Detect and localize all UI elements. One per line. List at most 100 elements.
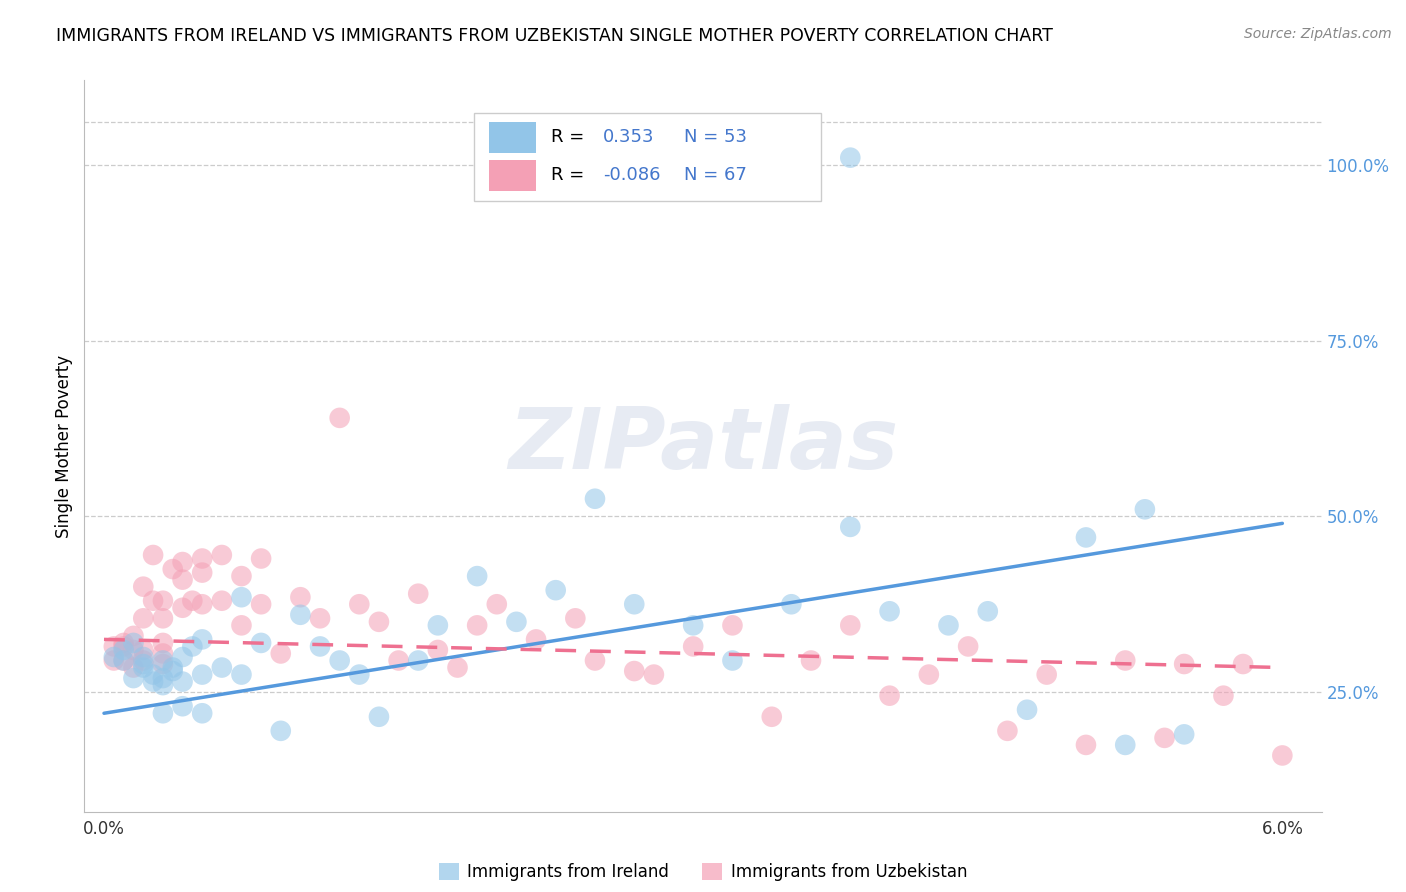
Point [349, 667, 371, 681]
Point [152, 657, 174, 671]
Point [1074, 530, 1097, 544]
Point [583, 653, 606, 667]
Point [426, 643, 449, 657]
Point [1212, 689, 1234, 703]
Point [103, 650, 125, 665]
Point [103, 640, 125, 654]
Point [132, 643, 155, 657]
Text: -0.086: -0.086 [603, 167, 661, 185]
Point [290, 607, 312, 622]
Point [623, 664, 645, 678]
Point [122, 643, 145, 657]
Point [132, 657, 155, 671]
Point [172, 650, 194, 665]
Point [142, 593, 165, 607]
Point [623, 597, 645, 611]
Point [152, 653, 174, 667]
Point [839, 151, 862, 165]
Point [1133, 502, 1156, 516]
Point [112, 653, 135, 667]
Point [112, 653, 135, 667]
Point [112, 643, 135, 657]
Point [162, 562, 184, 576]
Point [132, 650, 155, 665]
Point [172, 699, 194, 714]
Point [172, 600, 194, 615]
Text: R =: R = [551, 128, 583, 146]
Text: ZIPatlas: ZIPatlas [508, 404, 898, 488]
Point [132, 653, 155, 667]
Point [250, 551, 273, 566]
Point [172, 573, 194, 587]
Point [152, 636, 174, 650]
Text: IMMIGRANTS FROM IRELAND VS IMMIGRANTS FROM UZBEKISTAN SINGLE MOTHER POVERTY CORR: IMMIGRANTS FROM IRELAND VS IMMIGRANTS FR… [56, 27, 1053, 45]
Point [172, 674, 194, 689]
Point [309, 640, 332, 654]
Point [152, 706, 174, 721]
Point [231, 591, 253, 605]
Point [122, 636, 145, 650]
Point [191, 632, 214, 647]
Point [721, 653, 744, 667]
Point [172, 555, 194, 569]
Point [250, 597, 273, 611]
Text: N = 53: N = 53 [685, 128, 748, 146]
Point [583, 491, 606, 506]
Point [564, 611, 586, 625]
Point [211, 593, 233, 607]
Point [132, 580, 155, 594]
Point [250, 636, 273, 650]
Point [142, 667, 165, 681]
Point [122, 660, 145, 674]
Point [231, 667, 253, 681]
Point [1114, 738, 1136, 752]
Text: Source: ZipAtlas.com: Source: ZipAtlas.com [1244, 27, 1392, 41]
Point [231, 569, 253, 583]
Text: R =: R = [551, 167, 583, 185]
Point [465, 618, 488, 632]
Point [544, 583, 567, 598]
FancyBboxPatch shape [474, 113, 821, 201]
Point [643, 667, 665, 681]
Point [721, 618, 744, 632]
Point [406, 587, 429, 601]
Point [290, 591, 312, 605]
Point [780, 597, 803, 611]
Legend: Immigrants from Ireland, Immigrants from Uzbekistan: Immigrants from Ireland, Immigrants from… [432, 856, 974, 888]
Point [997, 723, 1019, 738]
Point [1173, 727, 1195, 741]
Point [918, 667, 941, 681]
Point [152, 671, 174, 685]
Point [387, 653, 409, 667]
Point [977, 604, 1000, 618]
Point [957, 640, 980, 654]
Point [162, 664, 184, 678]
Point [122, 629, 145, 643]
Point [682, 618, 704, 632]
Point [181, 593, 204, 607]
FancyBboxPatch shape [489, 160, 536, 191]
Point [270, 647, 292, 661]
Point [191, 551, 214, 566]
Point [839, 618, 862, 632]
Point [132, 611, 155, 625]
Point [505, 615, 527, 629]
Point [142, 548, 165, 562]
Point [1173, 657, 1195, 671]
Point [211, 660, 233, 674]
Point [1232, 657, 1254, 671]
Text: 0.353: 0.353 [603, 128, 654, 146]
FancyBboxPatch shape [489, 122, 536, 153]
Point [181, 640, 204, 654]
Point [465, 569, 488, 583]
Point [152, 593, 174, 607]
Point [132, 660, 155, 674]
Point [1114, 653, 1136, 667]
Point [309, 611, 332, 625]
Point [406, 653, 429, 667]
Point [349, 597, 371, 611]
Point [191, 566, 214, 580]
Point [191, 597, 214, 611]
Text: N = 67: N = 67 [685, 167, 748, 185]
Point [103, 653, 125, 667]
